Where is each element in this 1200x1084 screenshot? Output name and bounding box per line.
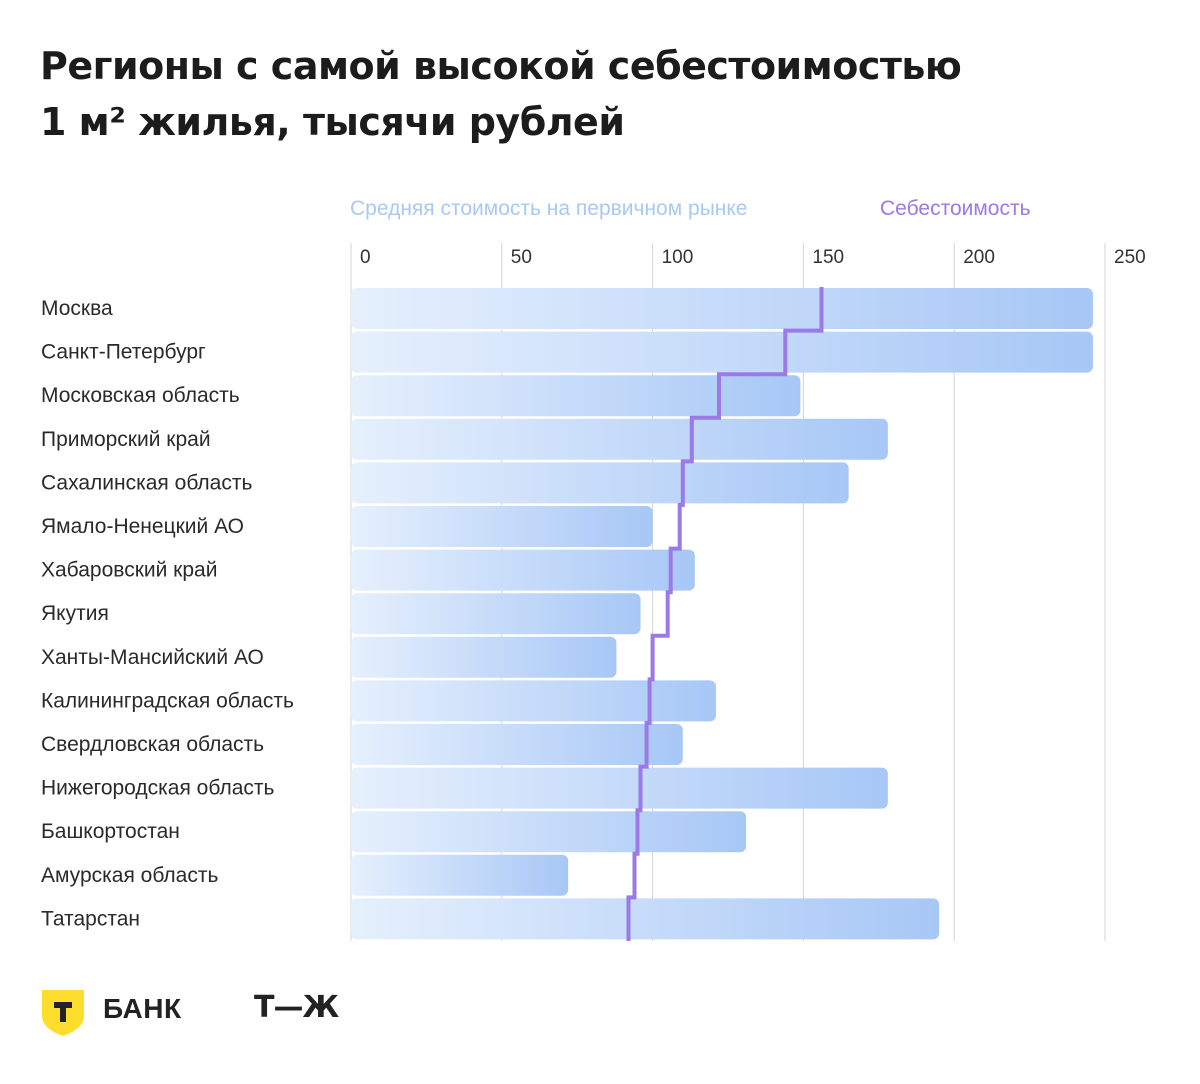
x-tick-label-0: 0 bbox=[360, 247, 371, 268]
bar-price-8 bbox=[351, 636, 617, 678]
bar-price-11 bbox=[351, 767, 888, 809]
y-tick-label-3: Приморский край bbox=[41, 428, 211, 451]
y-tick-label-7: Якутия bbox=[41, 602, 109, 625]
y-axis-labels: Москва Санкт-Петербург Московская область П… bbox=[41, 297, 294, 930]
y-tick-label-1: Санкт-Петербург bbox=[41, 341, 206, 364]
bar-price-4 bbox=[351, 462, 849, 504]
cost-line-path bbox=[626, 287, 824, 941]
y-tick-label-11: Нижегородская область bbox=[41, 777, 274, 800]
legend-price-series: Средняя стоимость на первичном рынке bbox=[350, 197, 748, 220]
bar-price-10 bbox=[351, 724, 683, 765]
legend-cost-series: Себестоимость bbox=[880, 197, 1031, 220]
y-tick-label-9: Калининградская область bbox=[41, 689, 294, 712]
cost-step-line bbox=[626, 287, 824, 941]
chart-title-line-1: Регионы с самой высокой себестоимостью bbox=[40, 44, 962, 88]
y-tick-label-0: Москва bbox=[41, 297, 113, 320]
y-tick-label-5: Ямало-Ненецкий АО bbox=[41, 515, 244, 538]
tbank-wordmark: БАНК bbox=[103, 993, 182, 1024]
x-tick-label-50: 50 bbox=[511, 247, 532, 268]
chart-title-line-2: 1 м² жилья, тысячи рублей bbox=[40, 100, 625, 144]
x-tick-label-100: 100 bbox=[662, 247, 694, 268]
bar-price-9 bbox=[351, 680, 716, 722]
x-tick-label-250: 250 bbox=[1114, 247, 1146, 268]
bar-price-14 bbox=[351, 898, 940, 940]
bar-price-5 bbox=[351, 506, 653, 547]
x-tick-label-200: 200 bbox=[963, 247, 995, 268]
y-tick-label-10: Свердловская область bbox=[41, 733, 264, 756]
tj-logo: Т—Ж bbox=[254, 990, 339, 1025]
bar-price-12 bbox=[351, 811, 747, 853]
bar-price-3 bbox=[351, 418, 888, 460]
chart-title: Регионы с самой высокой себестоимостью 1… bbox=[40, 38, 1140, 150]
x-tick-label-150: 150 bbox=[812, 247, 844, 268]
bar-price-6 bbox=[351, 549, 695, 591]
x-axis-ticks: 0 50 100 150 200 250 bbox=[360, 247, 1146, 268]
y-tick-label-14: Татарстан bbox=[41, 907, 140, 930]
y-tick-label-12: Башкортостан bbox=[41, 820, 180, 843]
y-tick-label-13: Амурская область bbox=[41, 864, 218, 887]
y-tick-label-8: Ханты-Мансийский АО bbox=[41, 646, 264, 669]
y-tick-label-2: Московская область bbox=[41, 384, 240, 407]
y-tick-label-6: Хабаровский край bbox=[41, 559, 217, 582]
tbank-shield-logo bbox=[42, 990, 84, 1036]
bar-price-0 bbox=[351, 288, 1093, 329]
y-tick-label-4: Сахалинская область bbox=[41, 471, 252, 494]
bar-price-1 bbox=[351, 331, 1093, 373]
bar-price-13 bbox=[351, 854, 569, 896]
bar-price-2 bbox=[351, 375, 801, 417]
bars bbox=[351, 288, 1093, 940]
bar-price-7 bbox=[351, 593, 641, 635]
